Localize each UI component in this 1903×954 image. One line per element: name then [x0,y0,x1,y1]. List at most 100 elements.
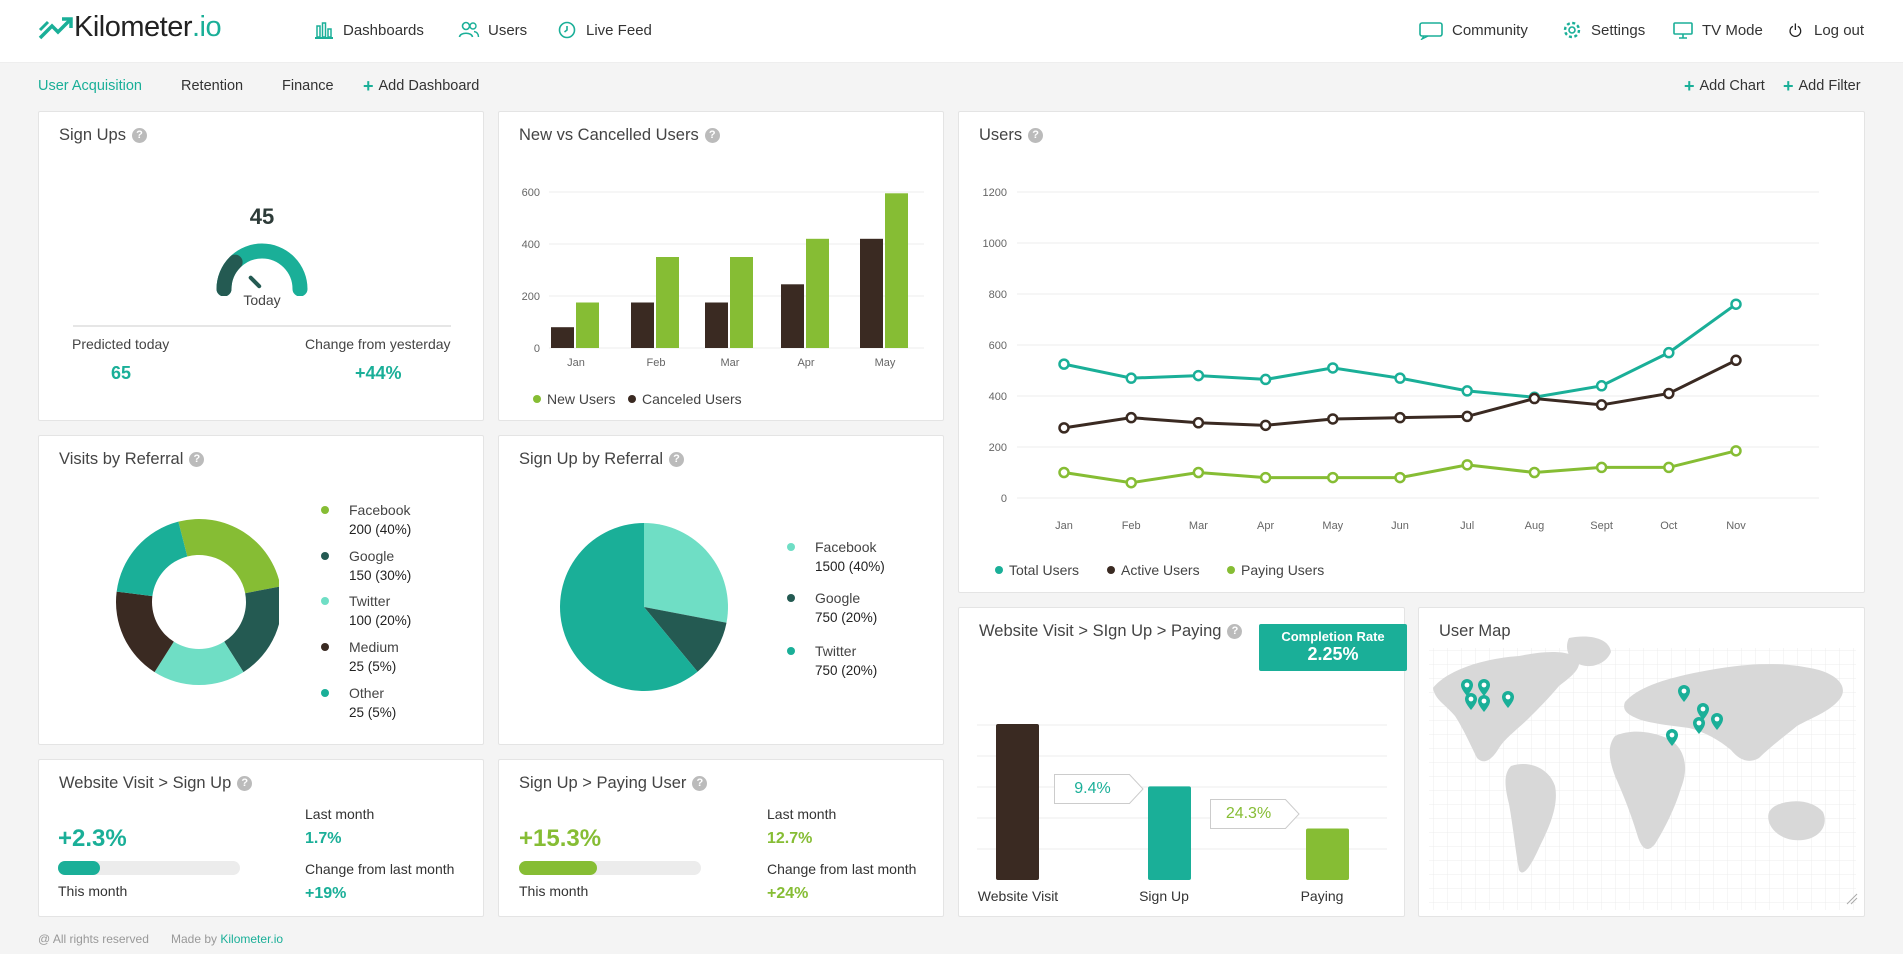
data-point [1192,466,1205,479]
x-tick-label: Jun [1391,520,1409,532]
help-icon[interactable]: ? [189,452,205,467]
data-point [1595,380,1608,392]
completion-rate-badge: Completion Rate 2.25% [1259,624,1407,671]
referral-item-medium: Medium 25 (5%) [321,637,399,677]
data-point [1730,445,1742,457]
new-vs-cancelled-title: New vs Cancelled Users [519,126,699,144]
sign-ups-gauge [216,243,308,296]
north-america-shape [1433,652,1580,762]
brand-logo[interactable]: Kilometer .io [38,11,222,44]
bar-new-users [885,193,908,348]
referral-name: Google [815,590,861,606]
help-icon[interactable]: ? [1227,624,1243,639]
help-icon[interactable]: ? [131,128,147,143]
change-label: Change from yesterday [305,336,451,352]
brand-suffix: .io [192,11,222,43]
x-tick-label: Apr [797,357,814,369]
data-point [1595,461,1608,474]
nav-live-feed[interactable]: Live Feed [556,20,652,40]
visits-by-referral-card: Visits by Referral? Facebook 200 (40%) Go… [38,435,484,745]
map-pin-center [1681,688,1687,694]
map-pin-center [1468,696,1474,702]
donut-slice-medium [116,591,174,673]
map-pin-icon [1478,695,1490,712]
map-resize-handle [1846,893,1858,905]
footer-brand-link[interactable]: Kilometer.io [220,932,284,946]
help-icon[interactable]: ? [1028,128,1044,143]
referral-item-other: Other 25 (5%) [321,683,396,723]
legend-active-users: Active Users [1107,562,1200,578]
bar-canceled-users [781,284,804,348]
tab-user-acquisition[interactable]: User Acquisition [38,78,142,94]
data-point [1058,422,1070,434]
bar-chart-icon [315,22,333,39]
legend-swatch [1107,566,1115,574]
x-tick-label: Jan [1055,520,1073,532]
nav-settings[interactable]: Settings [1561,20,1645,40]
nav-community-label: Community [1452,21,1528,39]
nav-dashboards[interactable]: Dashboards [313,20,424,40]
help-icon[interactable]: ? [704,128,720,143]
chat-bubble-icon [1419,22,1443,40]
nav-users[interactable]: Users [458,20,527,40]
sign-up-by-referral-card: Sign Up by Referral? Facebook 1500 (40%) … [498,435,944,745]
logout-button[interactable]: Log out [1788,20,1864,40]
add-filter-button[interactable]: + Add Filter [1783,77,1861,95]
visit-to-signup-card: Website Visit > Sign Up? +2.3% This mont… [38,759,484,917]
y-tick-label: 0 [1001,493,1007,505]
donut-slice-facebook [178,519,279,594]
referral-value: 150 (30%) [349,568,412,583]
step2-rate-tag: 24.3% [1210,799,1286,829]
divider [73,325,451,327]
map-pin-icon [1697,703,1709,720]
progress-fill [58,861,100,875]
funnel-label-visit: Website Visit [977,888,1059,904]
map-pin-center [1464,682,1470,688]
period-label: This month [519,883,589,899]
map-pins [1461,679,1723,746]
tab-retention-label: Retention [181,78,244,94]
data-point [1259,471,1272,484]
last-month-label: Last month [305,806,375,822]
nav-dashboards-label: Dashboards [343,21,424,39]
map-pin-icon [1711,713,1723,730]
pie-slice-google [644,607,727,672]
legend-swatch [628,395,636,403]
help-icon[interactable]: ? [692,776,708,791]
nav-community[interactable]: Community [1418,20,1528,40]
referral-name: Facebook [349,502,411,518]
referral-name: Twitter [349,593,391,609]
nav-tv-mode[interactable]: TV Mode [1672,20,1763,40]
tab-retention[interactable]: Retention [181,78,243,94]
add-dashboard-button[interactable]: + Add Dashboard [363,77,480,95]
y-tick-label: 1000 [983,238,1007,250]
map-pin-icon [1678,685,1690,702]
data-point [1125,372,1137,384]
add-dashboard-label: Add Dashboard [378,78,480,94]
y-tick-label: 600 [522,187,540,199]
legend-swatch [995,566,1003,574]
x-tick-label: Mar [721,357,740,369]
bar-new-users [576,302,599,348]
help-icon[interactable]: ? [668,452,684,467]
referral-value: 200 (40%) [349,522,412,537]
y-tick-label: 1200 [983,187,1007,199]
card-title: Users? [979,126,1044,145]
world-map[interactable] [1419,608,1866,918]
x-tick-label: Feb [647,357,666,369]
bar-new-users [806,238,829,348]
visit-to-signup-title: Website Visit > Sign Up [59,774,232,792]
help-icon[interactable]: ? [237,776,253,791]
gauge-needle [248,275,262,289]
data-point [1730,354,1742,367]
signup-to-paying-progress [519,861,701,875]
referral-item-facebook: Facebook 200 (40%) [321,500,412,540]
change-label: Change from last month [767,861,917,877]
tab-finance[interactable]: Finance [282,78,334,94]
funnel-bar-paying [1306,828,1349,880]
map-pin-center [1669,732,1675,738]
monitor-icon [1673,22,1693,39]
data-point [1394,372,1406,384]
x-tick-label: Sept [1590,520,1613,532]
add-chart-button[interactable]: + Add Chart [1684,77,1765,95]
